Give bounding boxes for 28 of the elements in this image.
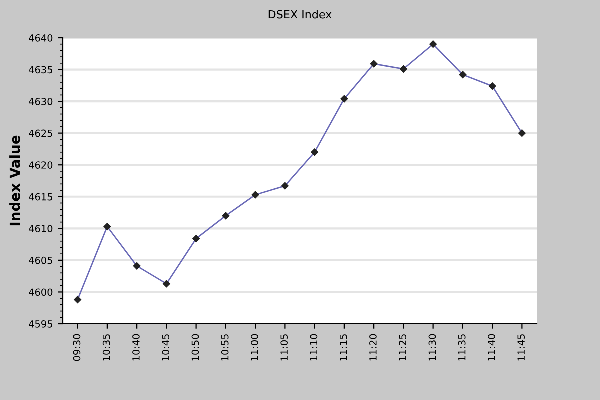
y-axis-title: Index Value: [10, 136, 20, 226]
y-tick-label: 4615: [29, 193, 52, 201]
x-tick-label: 11:40: [488, 334, 496, 361]
x-tick-label: 11:15: [340, 334, 348, 361]
y-tick-label: 4630: [29, 98, 53, 106]
x-tick-label: 10:35: [102, 334, 110, 361]
x-tick-label: 10:40: [132, 334, 140, 361]
y-tick-label: 4620: [29, 162, 53, 169]
x-tick-label: 11:00: [251, 334, 258, 361]
y-tick-label: 4610: [29, 225, 53, 232]
x-tick-label: 11:10: [310, 334, 318, 361]
x-tick-label: 11:05: [280, 334, 288, 361]
x-tick-label: 09:30: [73, 334, 81, 362]
x-tick-label: 10:50: [192, 334, 200, 361]
y-tick-label: 4600: [29, 288, 53, 296]
y-tick-label: 4625: [29, 130, 52, 138]
y-tick-label: 4635: [29, 66, 52, 74]
x-tick-label: 11:35: [458, 334, 466, 361]
x-tick-label: 11:30: [428, 334, 436, 361]
x-tick-label: 11:20: [370, 334, 377, 361]
y-tick-label: 4640: [29, 34, 53, 42]
y-tick-label: 4595: [29, 320, 52, 328]
chart-title: DSEX Index: [268, 10, 332, 19]
x-tick-label: 11:45: [518, 334, 526, 361]
x-tick-label: 10:45: [162, 334, 170, 361]
x-tick-label: 10:55: [221, 334, 229, 361]
y-tick-label: 4605: [29, 256, 52, 264]
x-tick-label: 11:25: [399, 334, 407, 361]
